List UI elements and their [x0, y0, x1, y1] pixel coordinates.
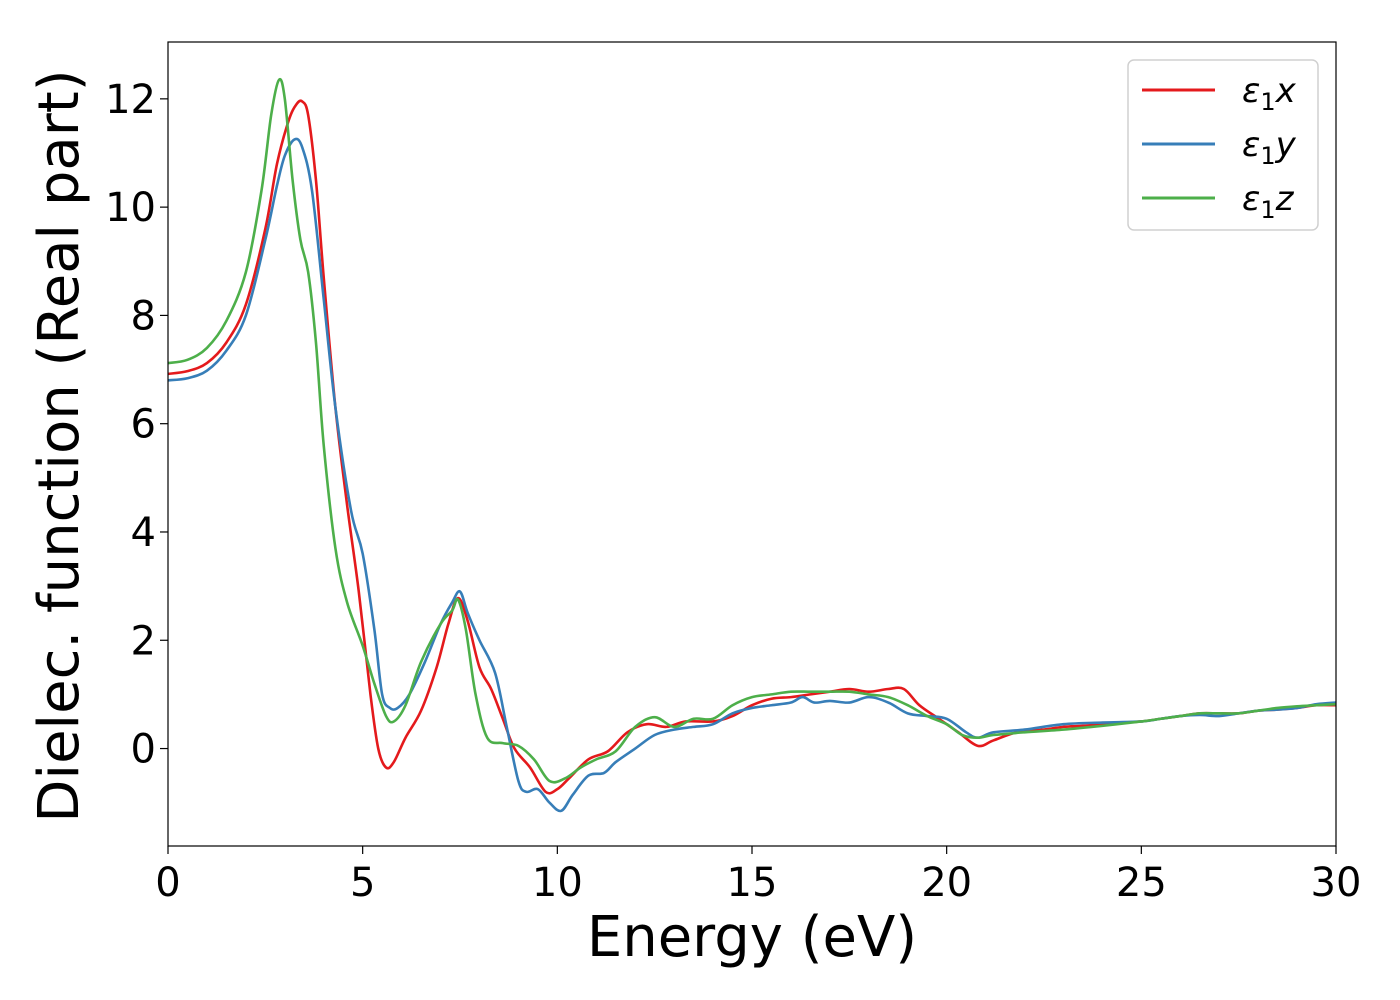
y-tick-label: 6: [131, 402, 156, 448]
x-axis: 0 5 10 15 20 25 30: [155, 846, 1361, 906]
y-axis-title: Dielec. function (Real part): [27, 69, 92, 822]
legend-box: [1127, 59, 1319, 231]
legend-item-y: ε1y: [1142, 125, 1297, 170]
legend-label: ε1z: [1242, 179, 1295, 224]
x-tick-label: 30: [1311, 860, 1362, 906]
x-tick-label: 15: [727, 860, 778, 906]
y-tick-label: 2: [131, 618, 156, 664]
series-line-z: [168, 77, 1336, 784]
x-tick-label: 10: [532, 860, 583, 906]
legend-label: ε1y: [1242, 125, 1297, 170]
x-tick-label: 20: [921, 860, 972, 906]
y-tick-label: 8: [131, 293, 156, 339]
series-line-x: [168, 99, 1336, 795]
y-axis: 0 2 4 6 8 10 12: [105, 77, 168, 773]
y-tick-label: 12: [105, 77, 156, 123]
x-axis-title: Energy (eV): [587, 905, 917, 970]
y-tick-label: 0: [131, 727, 156, 773]
y-tick-label: 10: [105, 185, 156, 231]
y-tick-label: 4: [131, 510, 156, 556]
x-tick-label: 25: [1116, 860, 1167, 906]
legend: ε1x ε1y ε1z: [1127, 59, 1319, 231]
x-tick-label: 0: [155, 860, 180, 906]
legend-item-z: ε1z: [1142, 179, 1295, 224]
legend-label: ε1x: [1242, 71, 1297, 116]
legend-item-x: ε1x: [1142, 71, 1297, 116]
x-tick-label: 5: [350, 860, 375, 906]
plot-lines: [168, 77, 1336, 813]
series-line-y: [168, 137, 1336, 813]
